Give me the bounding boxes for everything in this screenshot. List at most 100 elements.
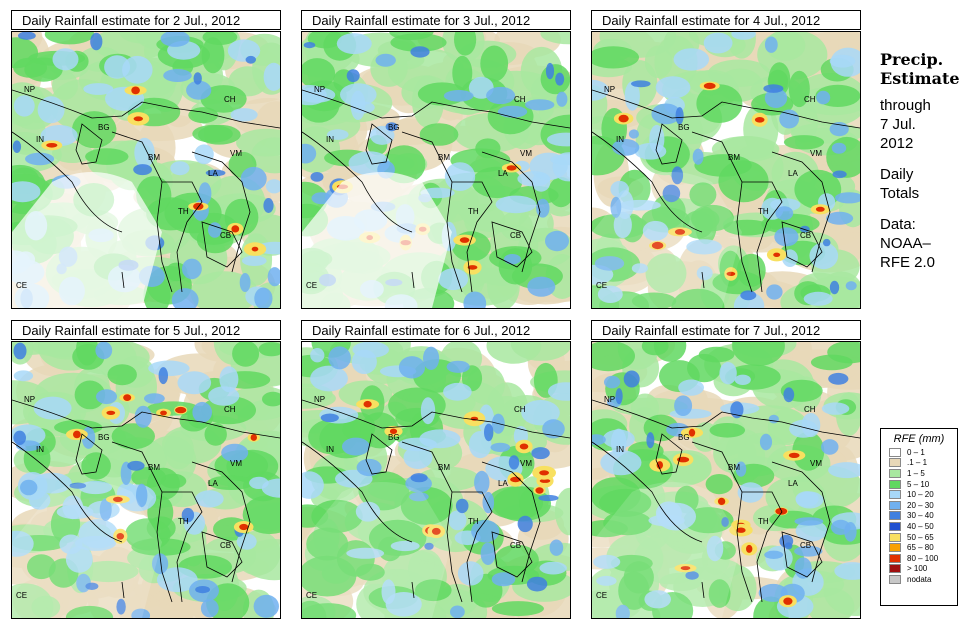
legend-item: 0 – 1 bbox=[889, 447, 957, 458]
map-label-np: NP bbox=[314, 85, 325, 94]
map-label-la: LA bbox=[498, 479, 508, 488]
map-label-la: LA bbox=[788, 479, 798, 488]
map-label-vm: VM bbox=[520, 149, 532, 158]
map-label-ch: CH bbox=[514, 405, 526, 414]
map-label-th: TH bbox=[758, 517, 769, 526]
rainfall-map: NP IN BG BM CH VM LA TH CB CE bbox=[11, 31, 281, 309]
map-label-cb: CB bbox=[220, 231, 231, 240]
legend-item: 30 – 40 bbox=[889, 511, 957, 522]
map-label-cb: CB bbox=[510, 231, 521, 240]
panel-title: Daily Rainfall estimate for 7 Jul., 2012 bbox=[591, 320, 861, 340]
legend-swatch bbox=[889, 447, 901, 457]
map-label-bg: BG bbox=[98, 123, 110, 132]
map-label-ch: CH bbox=[224, 405, 236, 414]
side-title-estimate: Estimate bbox=[880, 69, 960, 88]
map-label-vm: VM bbox=[810, 459, 822, 468]
map-label-bm: BM bbox=[148, 153, 160, 162]
map-label-ce: CE bbox=[306, 591, 317, 600]
map-label-ch: CH bbox=[514, 95, 526, 104]
panel-title: Daily Rainfall estimate for 2 Jul., 2012 bbox=[11, 10, 281, 30]
map-label-bg: BG bbox=[388, 123, 400, 132]
rainfall-panel-jul-7: Daily Rainfall estimate for 7 Jul., 2012… bbox=[591, 320, 861, 620]
legend-swatch bbox=[889, 532, 901, 542]
legend-label: 20 – 30 bbox=[907, 500, 934, 510]
map-label-cb: CB bbox=[800, 231, 811, 240]
side-title-precip: Precip. bbox=[880, 50, 944, 69]
map-label-th: TH bbox=[468, 517, 479, 526]
map-label-bg: BG bbox=[98, 433, 110, 442]
rainfall-field bbox=[302, 342, 570, 618]
map-label-bm: BM bbox=[438, 153, 450, 162]
legend-label: 40 – 50 bbox=[907, 521, 934, 531]
map-label-bm: BM bbox=[728, 153, 740, 162]
rainfall-map: NP IN BG BM CH VM LA TH CB CE bbox=[11, 341, 281, 619]
legend-swatch bbox=[889, 458, 901, 468]
map-label-in: IN bbox=[36, 445, 44, 454]
legend-item: .1 – 1 bbox=[889, 458, 957, 469]
map-label-np: NP bbox=[604, 395, 615, 404]
side-year: 2012 bbox=[880, 135, 914, 152]
legend-item: 80 – 100 bbox=[889, 553, 957, 564]
map-label-la: LA bbox=[788, 169, 798, 178]
rainfall-field bbox=[592, 342, 860, 618]
map-label-vm: VM bbox=[810, 149, 822, 158]
sea-area bbox=[302, 482, 452, 618]
country-borders bbox=[12, 89, 280, 293]
map-label-cb: CB bbox=[510, 541, 521, 550]
legend-label: 1 – 5 bbox=[907, 468, 925, 478]
legend-label: 10 – 20 bbox=[907, 490, 934, 500]
map-label-ce: CE bbox=[16, 591, 27, 600]
map-label-th: TH bbox=[468, 207, 479, 216]
country-borders bbox=[302, 399, 570, 603]
map-label-ch: CH bbox=[804, 405, 816, 414]
map-label-ce: CE bbox=[16, 281, 27, 290]
sea-area bbox=[12, 172, 162, 308]
map-label-vm: VM bbox=[230, 459, 242, 468]
map-label-ce: CE bbox=[596, 281, 607, 290]
rainfall-map: NP IN BG BM CH VM LA TH CB CE bbox=[591, 341, 861, 619]
map-label-in: IN bbox=[326, 445, 334, 454]
legend-label: 5 – 10 bbox=[907, 479, 930, 489]
side-info: Precip. Estimate through 7 Jul. 2012 Dai… bbox=[880, 50, 965, 272]
side-source-2: RFE 2.0 bbox=[880, 254, 936, 271]
panel-title: Daily Rainfall estimate for 5 Jul., 2012 bbox=[11, 320, 281, 340]
map-label-th: TH bbox=[178, 207, 189, 216]
map-label-in: IN bbox=[36, 135, 44, 144]
map-label-vm: VM bbox=[520, 459, 532, 468]
side-totals: Totals bbox=[880, 185, 920, 202]
sea-area bbox=[12, 482, 162, 618]
side-through: through bbox=[880, 97, 931, 114]
legend-label: > 100 bbox=[907, 564, 928, 574]
map-label-vm: VM bbox=[230, 149, 242, 158]
side-date: 7 Jul. bbox=[880, 116, 916, 133]
side-data: Data: bbox=[880, 216, 916, 233]
rainfall-panel-jul-5: Daily Rainfall estimate for 5 Jul., 2012… bbox=[11, 320, 281, 620]
legend-swatch bbox=[889, 564, 901, 574]
legend-title: RFE (mm) bbox=[893, 433, 945, 445]
map-label-np: NP bbox=[314, 395, 325, 404]
rainfall-field bbox=[592, 32, 860, 308]
map-label-np: NP bbox=[24, 395, 35, 404]
sea-area bbox=[302, 172, 452, 308]
rainfall-panel-jul-6: Daily Rainfall estimate for 6 Jul., 2012… bbox=[301, 320, 571, 620]
legend-swatch bbox=[889, 574, 901, 584]
map-label-np: NP bbox=[604, 85, 615, 94]
legend-swatch bbox=[889, 500, 901, 510]
country-borders bbox=[302, 89, 570, 293]
map-label-in: IN bbox=[616, 135, 624, 144]
map-label-la: LA bbox=[208, 479, 218, 488]
country-borders bbox=[592, 399, 860, 603]
legend-item: 20 – 30 bbox=[889, 500, 957, 511]
legend-swatch bbox=[889, 511, 901, 521]
side-source-1: NOAA– bbox=[880, 235, 931, 252]
map-label-th: TH bbox=[758, 207, 769, 216]
map-label-ce: CE bbox=[306, 281, 317, 290]
rainfall-map: NP IN BG BM CH VM LA TH CB CE bbox=[301, 31, 571, 309]
map-label-ch: CH bbox=[804, 95, 816, 104]
legend-item: 1 – 5 bbox=[889, 468, 957, 479]
map-label-bm: BM bbox=[728, 463, 740, 472]
legend-swatch bbox=[889, 521, 901, 531]
country-borders bbox=[12, 399, 280, 603]
